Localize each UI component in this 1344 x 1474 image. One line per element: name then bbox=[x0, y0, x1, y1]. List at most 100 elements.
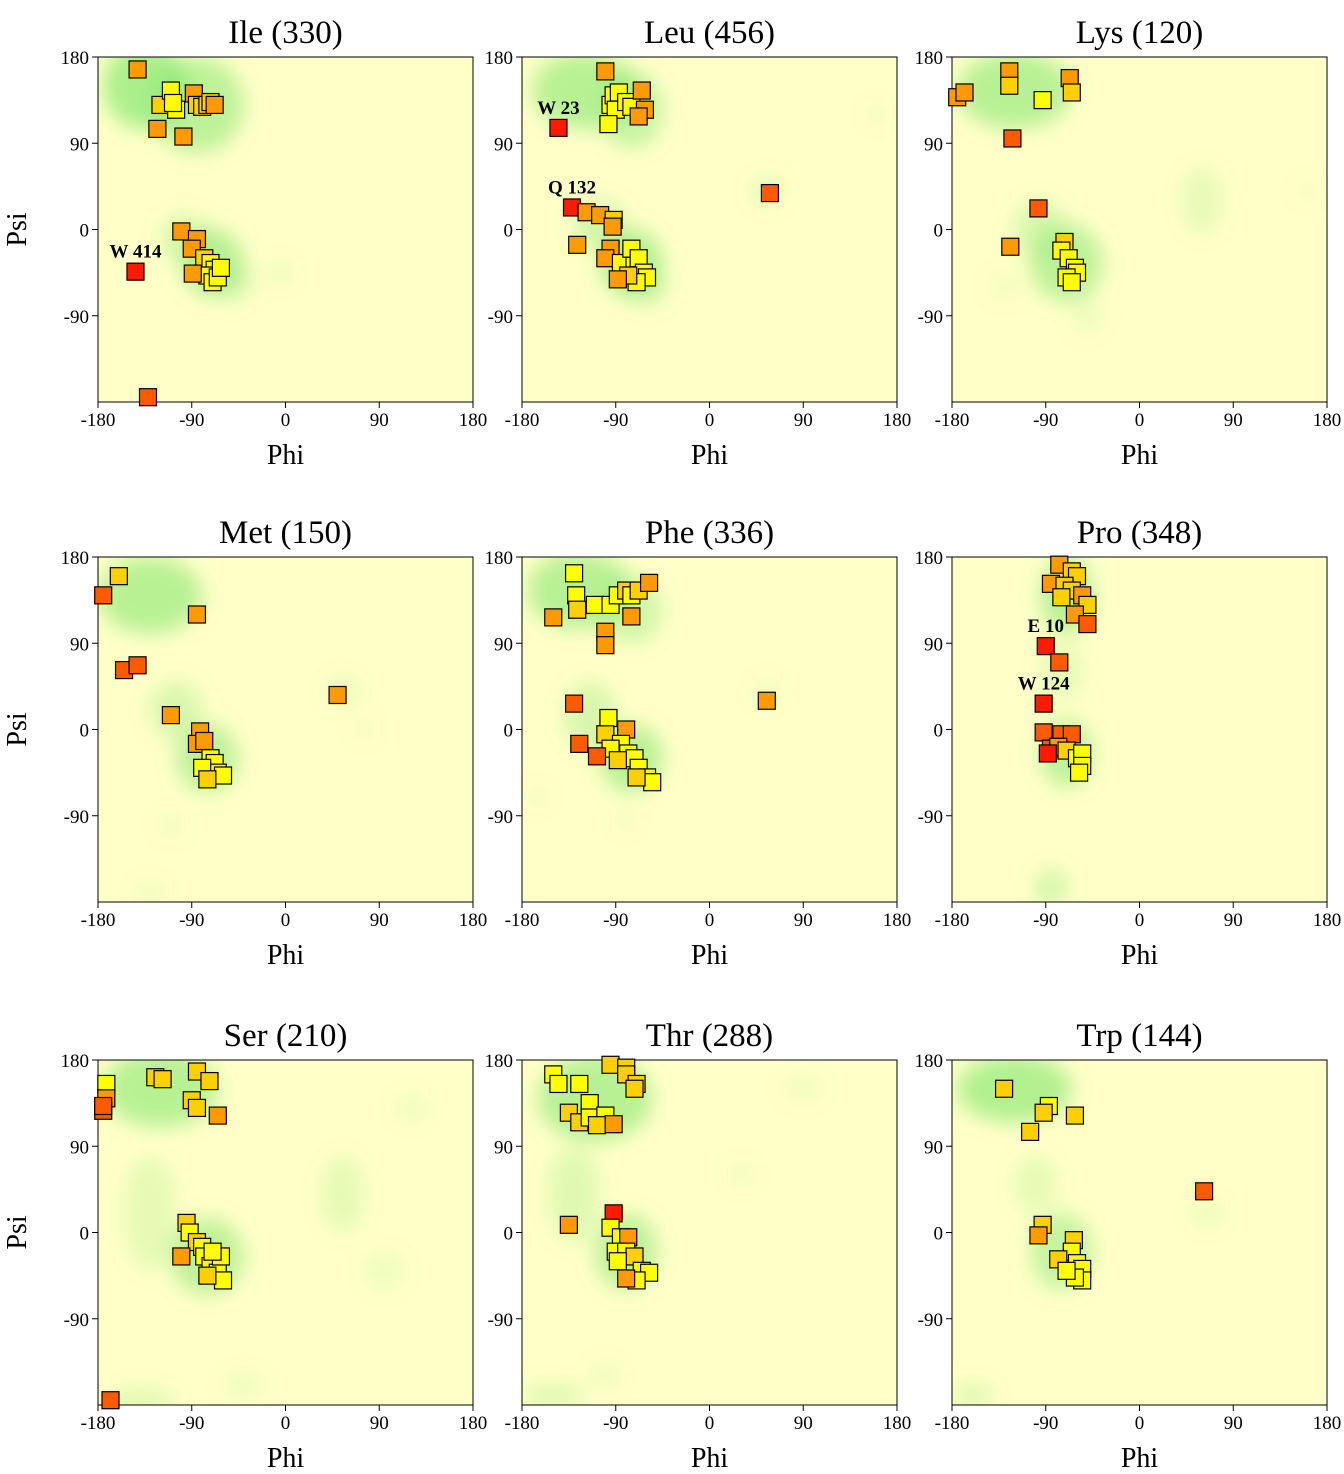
x-tick-label: -90 bbox=[1033, 410, 1058, 431]
residue-point bbox=[128, 60, 147, 79]
x-tick-label: 0 bbox=[281, 1413, 291, 1434]
density-region bbox=[589, 1361, 621, 1391]
density-region bbox=[223, 1371, 265, 1401]
residue-point bbox=[585, 595, 605, 615]
y-tick-label: 180 bbox=[915, 1051, 944, 1072]
x-axis-label: Phi bbox=[1121, 1443, 1159, 1474]
residue-point bbox=[1034, 694, 1053, 713]
residue-point bbox=[559, 1215, 578, 1234]
x-tick-label: 180 bbox=[1313, 910, 1342, 931]
residue-point bbox=[608, 270, 627, 289]
density-region bbox=[615, 810, 637, 831]
panel-title: Ile (330) bbox=[228, 15, 343, 51]
x-tick-label: -180 bbox=[81, 1413, 116, 1434]
x-tick-label: -90 bbox=[603, 1413, 628, 1434]
panel-ser: -180 -90 0 90 180 180 90 0 -90 Ser (210) Phi Psi bbox=[2, 1018, 487, 1474]
residue-point bbox=[1029, 199, 1048, 218]
density-region bbox=[865, 104, 887, 125]
residue-point bbox=[568, 235, 587, 254]
residue-point bbox=[1003, 129, 1022, 148]
residue-point bbox=[564, 694, 584, 713]
residue-point bbox=[1194, 1182, 1214, 1201]
outlier-label: E 10 bbox=[1028, 616, 1064, 637]
residue-point bbox=[200, 1071, 219, 1091]
panel-met: -180 -90 0 90 180 180 90 0 -90 Met (150) Phi Psi bbox=[2, 515, 487, 971]
residue-point bbox=[625, 1079, 644, 1098]
density-region bbox=[522, 1385, 585, 1405]
residue-point bbox=[1021, 1122, 1040, 1141]
residue-point bbox=[195, 731, 214, 751]
residue-point bbox=[1057, 1261, 1076, 1280]
x-tick-label: 90 bbox=[370, 910, 389, 931]
residue-point bbox=[161, 706, 181, 725]
y-tick-label: 90 bbox=[494, 634, 513, 655]
panel-title: Pro (348) bbox=[1077, 515, 1203, 551]
residue-point bbox=[198, 770, 217, 789]
y-tick-label: 90 bbox=[494, 1137, 513, 1158]
x-tick-label: 0 bbox=[1135, 910, 1145, 931]
x-tick-label: 0 bbox=[281, 910, 291, 931]
density-region bbox=[353, 719, 375, 740]
residue-point bbox=[549, 1074, 568, 1094]
density-region bbox=[988, 272, 1020, 302]
y-tick-label: 0 bbox=[504, 221, 514, 242]
density-region bbox=[1295, 181, 1317, 201]
x-tick-label: -90 bbox=[603, 910, 628, 931]
residue-point bbox=[587, 747, 607, 766]
x-tick-label: 180 bbox=[883, 410, 912, 431]
x-tick-label: -180 bbox=[505, 910, 540, 931]
x-tick-label: 90 bbox=[370, 410, 389, 431]
x-tick-label: -180 bbox=[505, 1413, 540, 1434]
y-tick-label: -90 bbox=[64, 307, 89, 328]
points-layer: W 23 Q 132 bbox=[537, 62, 780, 292]
y-tick-label: -90 bbox=[64, 1310, 89, 1331]
residue-point bbox=[760, 183, 780, 203]
y-tick-label: 90 bbox=[494, 134, 513, 155]
x-tick-label: -180 bbox=[935, 910, 970, 931]
residue-point bbox=[211, 258, 231, 277]
density-region bbox=[1014, 1155, 1057, 1214]
residue-point bbox=[163, 93, 183, 113]
density-region bbox=[267, 261, 293, 285]
x-tick-label: 90 bbox=[794, 910, 813, 931]
outlier-label: W 23 bbox=[537, 98, 579, 119]
density-region bbox=[1191, 1198, 1223, 1228]
residue-point bbox=[1065, 1106, 1085, 1125]
residue-point bbox=[1036, 637, 1055, 656]
panel-trp: -180 -90 0 90 180 180 90 0 -90 Trp (144) Phi bbox=[915, 1018, 1342, 1474]
y-axis-label: Psi bbox=[2, 712, 33, 746]
x-axis-label: Phi bbox=[267, 440, 305, 471]
y-tick-label: 180 bbox=[485, 1051, 514, 1072]
residue-point bbox=[1033, 91, 1052, 110]
y-tick-label: 90 bbox=[70, 634, 89, 655]
residue-point bbox=[596, 636, 615, 655]
residue-point bbox=[1069, 763, 1089, 782]
density-region bbox=[321, 1155, 364, 1233]
residue-point bbox=[126, 262, 145, 281]
panel-lys: -180 -90 0 90 180 180 90 0 -90 Lys (120) Phi bbox=[915, 15, 1342, 471]
points-layer bbox=[544, 1055, 659, 1290]
x-tick-label: -180 bbox=[935, 1413, 970, 1434]
x-tick-label: -90 bbox=[179, 410, 204, 431]
residue-point bbox=[622, 607, 641, 626]
residue-point bbox=[643, 773, 662, 792]
x-tick-label: 180 bbox=[883, 1413, 912, 1434]
y-tick-label: -90 bbox=[918, 807, 943, 828]
panel-ile: -180 -90 0 90 180 180 90 0 -90 Ile (330) Phi Psi W 4… bbox=[2, 15, 487, 471]
y-tick-label: -90 bbox=[64, 807, 89, 828]
residue-point bbox=[1034, 1103, 1053, 1122]
density-region bbox=[124, 1155, 177, 1271]
y-tick-label: 0 bbox=[934, 221, 944, 242]
y-axis-label: Psi bbox=[2, 212, 33, 246]
x-tick-label: -180 bbox=[81, 910, 116, 931]
residue-point bbox=[1050, 653, 1069, 672]
x-tick-label: -180 bbox=[505, 410, 540, 431]
residue-point bbox=[198, 1266, 217, 1285]
panel-title: Thr (288) bbox=[646, 1018, 773, 1054]
x-tick-label: -90 bbox=[1033, 910, 1058, 931]
y-tick-label: 180 bbox=[61, 1051, 90, 1072]
y-tick-label: 180 bbox=[915, 548, 944, 569]
x-tick-label: 90 bbox=[794, 1413, 813, 1434]
x-tick-label: 90 bbox=[794, 410, 813, 431]
